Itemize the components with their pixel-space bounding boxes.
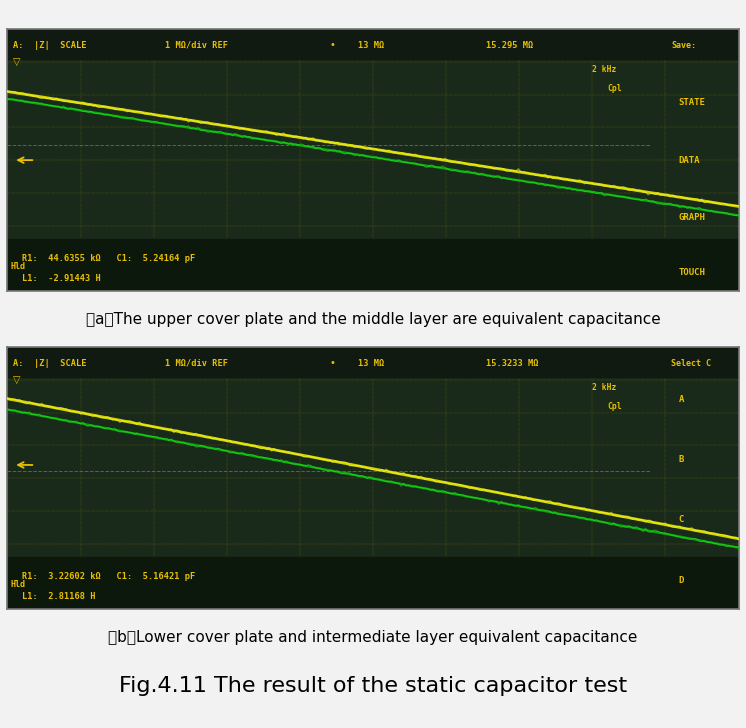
Text: Hld: Hld [10, 579, 25, 589]
Text: L1:  -2.91443 H: L1: -2.91443 H [22, 274, 101, 283]
Text: Fig.4.11 The result of the static capacitor test: Fig.4.11 The result of the static capaci… [119, 676, 627, 695]
Text: 13 MΩ: 13 MΩ [358, 359, 385, 368]
Text: 15.295 MΩ: 15.295 MΩ [486, 41, 533, 50]
Text: Hld: Hld [10, 262, 25, 271]
Text: B: B [679, 455, 684, 464]
Text: Save:: Save: [671, 41, 696, 50]
Text: D: D [679, 576, 684, 585]
Text: •: • [329, 358, 335, 368]
Text: 15.3233 MΩ: 15.3233 MΩ [486, 359, 539, 368]
Text: 2 kHz: 2 kHz [592, 383, 617, 392]
Text: 13 MΩ: 13 MΩ [358, 41, 385, 50]
Text: （a）The upper cover plate and the middle layer are equivalent capacitance: （a）The upper cover plate and the middle … [86, 312, 660, 327]
Text: A:  |Z|  SCALE: A: |Z| SCALE [13, 41, 87, 50]
Bar [7, 239, 739, 291]
Text: L1:  2.81168 H: L1: 2.81168 H [22, 592, 95, 601]
Text: DATA: DATA [679, 156, 700, 165]
Text: ▽: ▽ [13, 57, 21, 67]
Bar [7, 29, 739, 59]
Text: Cpl: Cpl [607, 402, 621, 411]
Bar [7, 557, 739, 609]
Text: 1 MΩ/div REF: 1 MΩ/div REF [165, 359, 228, 368]
Text: R1:  44.6355 kΩ   C1:  5.24164 pF: R1: 44.6355 kΩ C1: 5.24164 pF [22, 254, 195, 263]
Text: ▽: ▽ [13, 375, 21, 385]
Text: 2 kHz: 2 kHz [592, 66, 617, 74]
Text: A:  |Z|  SCALE: A: |Z| SCALE [13, 359, 87, 368]
Text: R1:  3.22602 kΩ   C1:  5.16421 pF: R1: 3.22602 kΩ C1: 5.16421 pF [22, 571, 195, 581]
Text: GRAPH: GRAPH [679, 213, 706, 222]
Text: 1 MΩ/div REF: 1 MΩ/div REF [165, 41, 228, 50]
Text: STATE: STATE [679, 98, 706, 107]
Bar [7, 347, 739, 377]
Text: Cpl: Cpl [607, 84, 621, 92]
Text: （b）Lower cover plate and intermediate layer equivalent capacitance: （b）Lower cover plate and intermediate la… [108, 630, 638, 644]
Text: A: A [679, 395, 684, 404]
Text: Select C: Select C [671, 359, 711, 368]
Text: C: C [679, 515, 684, 524]
Text: TOUCH: TOUCH [679, 269, 706, 277]
Text: •: • [329, 40, 335, 50]
